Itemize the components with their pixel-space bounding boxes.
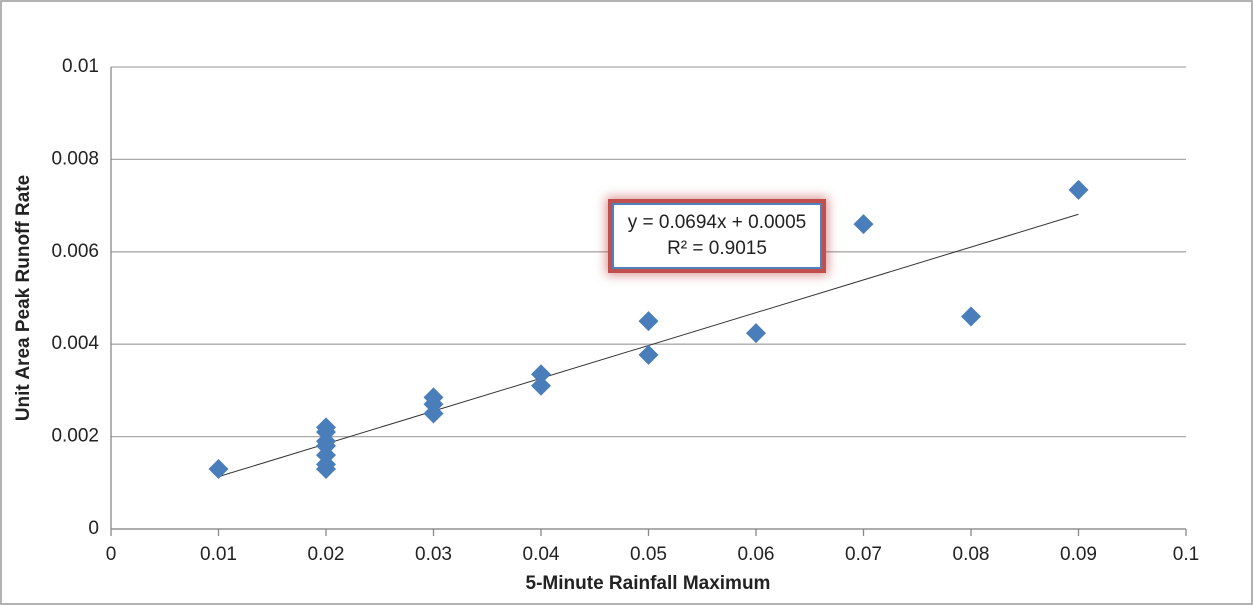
point — [531, 364, 551, 385]
y-tick-label: 0.002 — [51, 426, 99, 447]
point — [423, 403, 444, 424]
r-squared: R² = 0.9015 — [667, 238, 767, 259]
y-tick-label: 0 — [88, 518, 99, 539]
y-tick-label: 0.006 — [51, 241, 99, 262]
x-tick-label: 0 — [106, 544, 117, 565]
x-tick-label: 0.07 — [845, 544, 882, 565]
point — [638, 311, 659, 332]
x-tick-label: 0.01 — [200, 544, 237, 565]
point — [1068, 179, 1089, 200]
trendline-annotation: y = 0.0694x + 0.0005 R² = 0.9015 — [612, 203, 822, 269]
point — [853, 214, 874, 235]
point — [531, 375, 551, 396]
point — [638, 344, 659, 365]
x-tick-label: 0.03 — [415, 544, 452, 565]
x-tick-label: 0.09 — [1060, 544, 1097, 565]
point — [316, 458, 336, 479]
point — [208, 458, 229, 479]
point — [961, 306, 981, 327]
x-tick-label: 0.08 — [953, 544, 990, 565]
x-tick-label: 0.1 — [1173, 544, 1199, 565]
x-tick-label: 0.04 — [523, 544, 560, 565]
x-tick-label: 0.05 — [630, 544, 667, 565]
y-tick-label: 0.01 — [62, 56, 99, 77]
point — [746, 323, 766, 344]
y-axis-title: Unit Area Peak Runoff Rate — [13, 175, 34, 421]
x-tick-label: 0.02 — [308, 544, 345, 565]
x-tick-label: 0.06 — [738, 544, 775, 565]
equation: y = 0.0694x + 0.0005 — [627, 212, 807, 233]
y-tick-label: 0.004 — [51, 333, 99, 354]
y-tick-label: 0.008 — [51, 148, 99, 169]
x-axis-title: 5-Minute Rainfall Maximum — [526, 573, 771, 594]
